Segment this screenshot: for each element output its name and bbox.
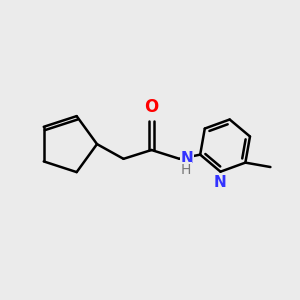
Text: N: N [181,151,194,166]
Text: O: O [144,98,159,116]
Text: N: N [214,175,227,190]
Text: H: H [181,163,191,177]
